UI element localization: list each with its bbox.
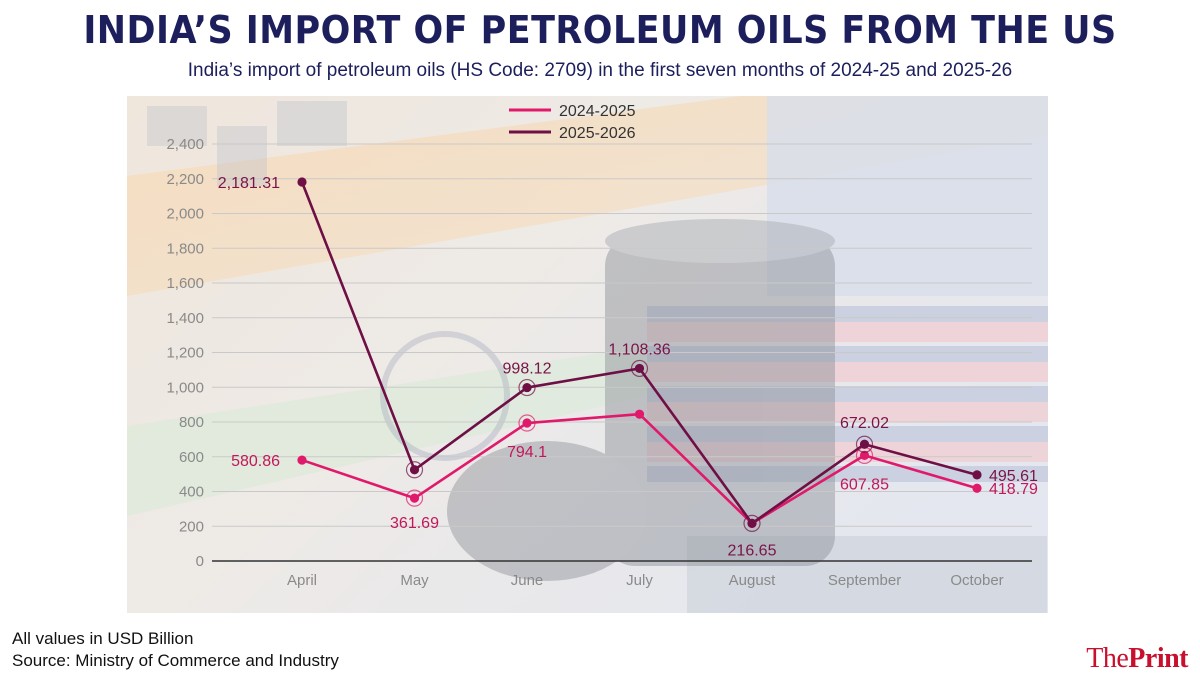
data-label: 2,181.31 <box>218 175 280 192</box>
data-point-halo <box>855 435 874 453</box>
data-label: 495.61 <box>989 468 1038 485</box>
data-point <box>859 439 870 449</box>
y-tick-label: 2,000 <box>166 206 204 223</box>
data-point-halo <box>743 514 761 532</box>
data-point-halo <box>405 461 424 479</box>
data-point <box>747 518 757 528</box>
background-photo <box>127 96 1048 613</box>
data-label: 580.86 <box>231 453 280 470</box>
y-tick-label: 600 <box>179 449 204 466</box>
y-tick-label: 2,200 <box>166 171 204 188</box>
y-tick-label: 0 <box>196 553 204 570</box>
data-label: 1,108.36 <box>608 341 670 358</box>
data-point <box>409 493 420 503</box>
data-point <box>522 382 532 393</box>
data-point <box>634 409 645 419</box>
x-tick-label: September <box>828 572 901 589</box>
y-tick-label: 1,400 <box>166 310 204 327</box>
data-point-halo <box>518 414 536 432</box>
data-point <box>409 465 420 475</box>
x-tick-label: June <box>511 572 544 589</box>
data-label: 418.79 <box>989 481 1038 498</box>
y-tick-label: 2,400 <box>166 136 204 153</box>
y-tick-label: 1,800 <box>166 240 204 257</box>
data-point <box>859 450 870 460</box>
y-tick-label: 1,000 <box>166 379 204 396</box>
data-point <box>972 470 982 480</box>
x-tick-label: July <box>626 572 653 589</box>
data-point-halo <box>405 489 424 507</box>
brand-logo-part1: The <box>1086 643 1129 674</box>
y-tick-label: 1,200 <box>166 345 204 362</box>
source-note: Source: Ministry of Commerce and Industr… <box>12 651 339 670</box>
x-tick-label: October <box>950 572 1003 589</box>
chart-subtitle: India’s import of petroleum oils (HS Cod… <box>187 60 1013 81</box>
y-tick-label: 800 <box>179 414 204 431</box>
data-label: 672.02 <box>840 415 889 432</box>
data-point <box>297 177 307 187</box>
brand-logo-part2: Print <box>1128 643 1188 674</box>
data-label: 216.65 <box>728 542 777 559</box>
series <box>297 177 982 532</box>
chart-title: INDIA’S IMPORT OF PETROLEUM OILS FROM TH… <box>83 8 1117 52</box>
axes: 0 200 400 600 800 1,000 1,200 1,400 1,600 1,800 2,… <box>166 136 1032 589</box>
data-point <box>972 483 982 493</box>
data-point-halo <box>630 359 649 378</box>
data-point <box>522 418 532 428</box>
chart-area: 0 200 400 600 800 1,000 1,200 1,400 1,600 1,800 2,… <box>127 96 1048 613</box>
line-chart: 0 200 400 600 800 1,000 1,200 1,400 1,600 1,800 2,… <box>127 96 1048 613</box>
data-point <box>297 455 307 465</box>
data-label: 998.12 <box>503 361 552 378</box>
y-tick-label: 1,600 <box>166 275 204 292</box>
units-note: All values in USD Billion <box>12 629 194 648</box>
gridlines <box>212 143 1032 527</box>
legend-label: 2024-2025 <box>559 103 636 120</box>
data-labels: 580.86 361.69 794.1 607.85 418.79 2,181.31 998… <box>218 175 1038 559</box>
data-point <box>634 363 645 374</box>
legend: 2024-2025 2025-2026 <box>509 103 636 142</box>
y-tick-label: 400 <box>179 484 204 501</box>
data-label: 361.69 <box>390 515 439 532</box>
data-label: 794.1 <box>507 444 547 461</box>
x-tick-label: August <box>729 572 777 589</box>
x-tick-label: May <box>400 572 429 589</box>
legend-label: 2025-2026 <box>559 125 636 142</box>
data-label: 607.85 <box>840 476 889 493</box>
brand-logo: ThePrint <box>1086 643 1188 675</box>
x-tick-label: April <box>287 572 317 589</box>
y-tick-label: 200 <box>179 518 204 535</box>
data-point-halo <box>518 378 536 397</box>
